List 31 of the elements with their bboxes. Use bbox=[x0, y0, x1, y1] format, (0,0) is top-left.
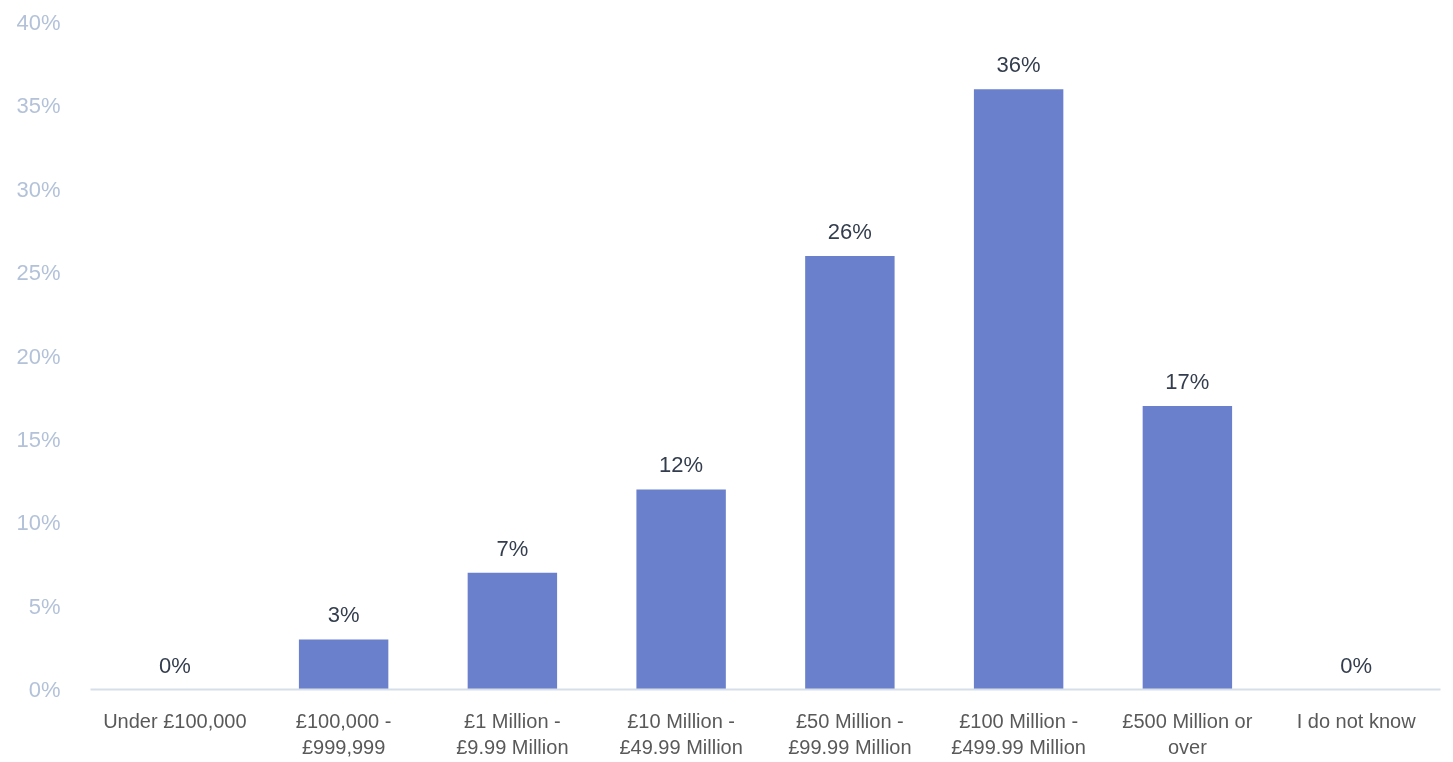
x-tick-label: £1 Million - £9.99 Million bbox=[456, 709, 569, 758]
y-tick-label: 40% bbox=[16, 10, 61, 35]
data-label: 36% bbox=[996, 52, 1041, 78]
data-label: 3% bbox=[327, 602, 360, 628]
data-label: 12% bbox=[659, 452, 704, 478]
x-tick-label: £100,000 - £999,999 bbox=[295, 709, 392, 758]
x-tick-label: I do not know bbox=[1296, 709, 1417, 732]
bar bbox=[298, 639, 389, 690]
bar bbox=[636, 489, 726, 690]
y-tick-label: 15% bbox=[16, 426, 61, 452]
bar bbox=[805, 255, 895, 690]
x-tick-label: £100 Million - £499.99 Million bbox=[951, 709, 1086, 758]
y-tick-label: 10% bbox=[16, 510, 61, 536]
data-label: 0% bbox=[1340, 652, 1373, 678]
data-label: 7% bbox=[496, 535, 529, 561]
x-tick-label: £10 Million - £49.99 Million bbox=[619, 709, 743, 758]
y-tick-label: 0% bbox=[28, 677, 61, 702]
data-label: 17% bbox=[1165, 369, 1210, 395]
y-tick-label: 30% bbox=[16, 176, 61, 202]
y-tick-label: 20% bbox=[16, 343, 61, 369]
x-tick-label: £500 Million or over bbox=[1122, 709, 1253, 758]
bar bbox=[467, 572, 558, 690]
data-label: 26% bbox=[827, 218, 872, 244]
x-tick-label: Under £100,000 bbox=[103, 709, 247, 732]
data-label: 0% bbox=[158, 652, 191, 678]
y-tick-label: 35% bbox=[16, 93, 61, 119]
bar bbox=[973, 89, 1064, 690]
y-tick-label: 5% bbox=[28, 593, 61, 619]
x-tick-label: £50 Million - £99.99 Million bbox=[788, 709, 912, 758]
y-tick-label: 25% bbox=[16, 260, 61, 286]
bar bbox=[1142, 406, 1233, 690]
